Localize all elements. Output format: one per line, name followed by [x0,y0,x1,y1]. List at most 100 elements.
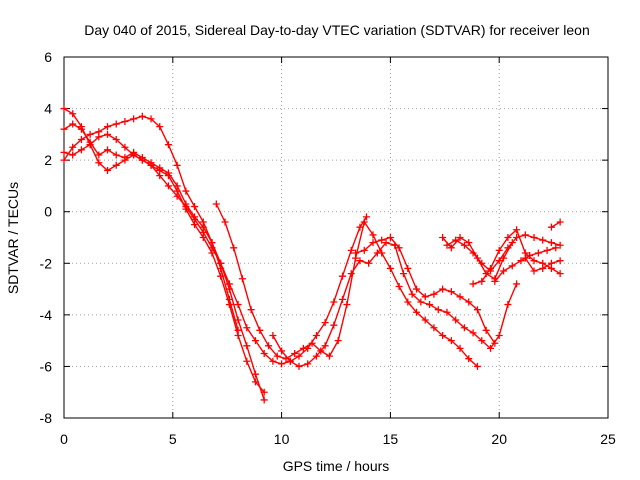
data-point [513,226,521,234]
data-point [243,324,251,332]
data-point [556,270,564,278]
data-point [138,112,146,120]
data-point [382,239,390,247]
series-arc-6 [269,239,521,370]
data-point [478,277,486,285]
series-line [63,115,239,331]
data-point [243,357,251,365]
data-point [362,213,370,221]
data-point [225,280,233,288]
data-point [495,257,503,265]
data-point [112,136,120,144]
x-axis-title: GPS time / hours [283,458,390,474]
data-point [260,350,268,358]
data-point [173,161,181,169]
data-point [373,249,381,257]
data-point [164,172,172,180]
data-point [225,295,233,303]
data-point [547,223,555,231]
data-point [295,362,303,370]
data-point [347,246,355,254]
chart-title: Day 040 of 2015, Sidereal Day-to-day VTE… [84,22,590,38]
data-point [278,347,286,355]
data-point [173,192,181,200]
data-point [530,257,538,265]
y-tick-label: -4 [40,307,53,323]
data-point [369,231,377,239]
x-tick-label: 0 [60,431,68,447]
data-point [60,156,68,164]
series-arc-4 [60,130,370,368]
data-point [360,246,368,254]
data-point [104,146,112,154]
data-point [513,280,521,288]
data-point [504,244,512,252]
data-point [469,329,477,337]
data-point [130,151,138,159]
data-point [556,218,564,226]
data-point [234,326,242,334]
data-point [430,290,438,298]
data-point [295,352,303,360]
data-point [460,241,468,249]
data-point [365,259,373,267]
data-point [386,264,394,272]
data-point [439,234,447,241]
data-point [334,337,342,345]
data-point [434,306,442,314]
data-point [147,161,155,169]
data-point [378,236,386,244]
data-series [60,105,564,404]
data-point [77,123,85,131]
data-point [238,275,246,283]
data-point [156,172,164,180]
data-point [356,223,364,231]
data-point [138,156,146,164]
data-point [386,234,394,241]
data-point [426,301,434,309]
data-point [60,125,68,133]
data-point [77,146,85,154]
series-arc-2 [60,105,268,396]
data-point [104,130,112,138]
data-point [404,298,412,306]
data-point [517,257,525,265]
data-point [465,239,473,247]
data-point [430,324,438,332]
data-point [104,166,112,174]
data-point [321,342,329,350]
data-point [278,360,286,368]
y-tick-label: -2 [40,255,53,271]
y-axis-title: SDTVAR / TECUs [5,182,21,294]
data-point [339,295,347,303]
data-point [521,254,529,262]
data-point [95,133,103,141]
data-point [291,350,299,358]
x-tick-label: 20 [491,431,507,447]
data-point [112,161,120,169]
data-point [312,331,320,339]
data-point [439,285,447,293]
data-point [347,270,355,278]
data-point [251,378,259,386]
data-point [269,357,277,365]
data-point [473,362,481,370]
data-point [77,136,85,144]
data-point [273,352,281,360]
data-point [408,290,416,298]
data-point [60,148,68,156]
data-point [500,267,508,275]
data-point [552,244,560,252]
data-point [121,143,129,151]
data-point [395,282,403,290]
data-point [526,252,534,260]
data-point [260,388,268,396]
data-point [69,110,77,118]
data-point [547,259,555,267]
data-point [156,123,164,131]
data-point [447,244,455,252]
data-point [325,352,333,360]
series-arc-9 [443,231,564,275]
data-point [460,324,468,332]
